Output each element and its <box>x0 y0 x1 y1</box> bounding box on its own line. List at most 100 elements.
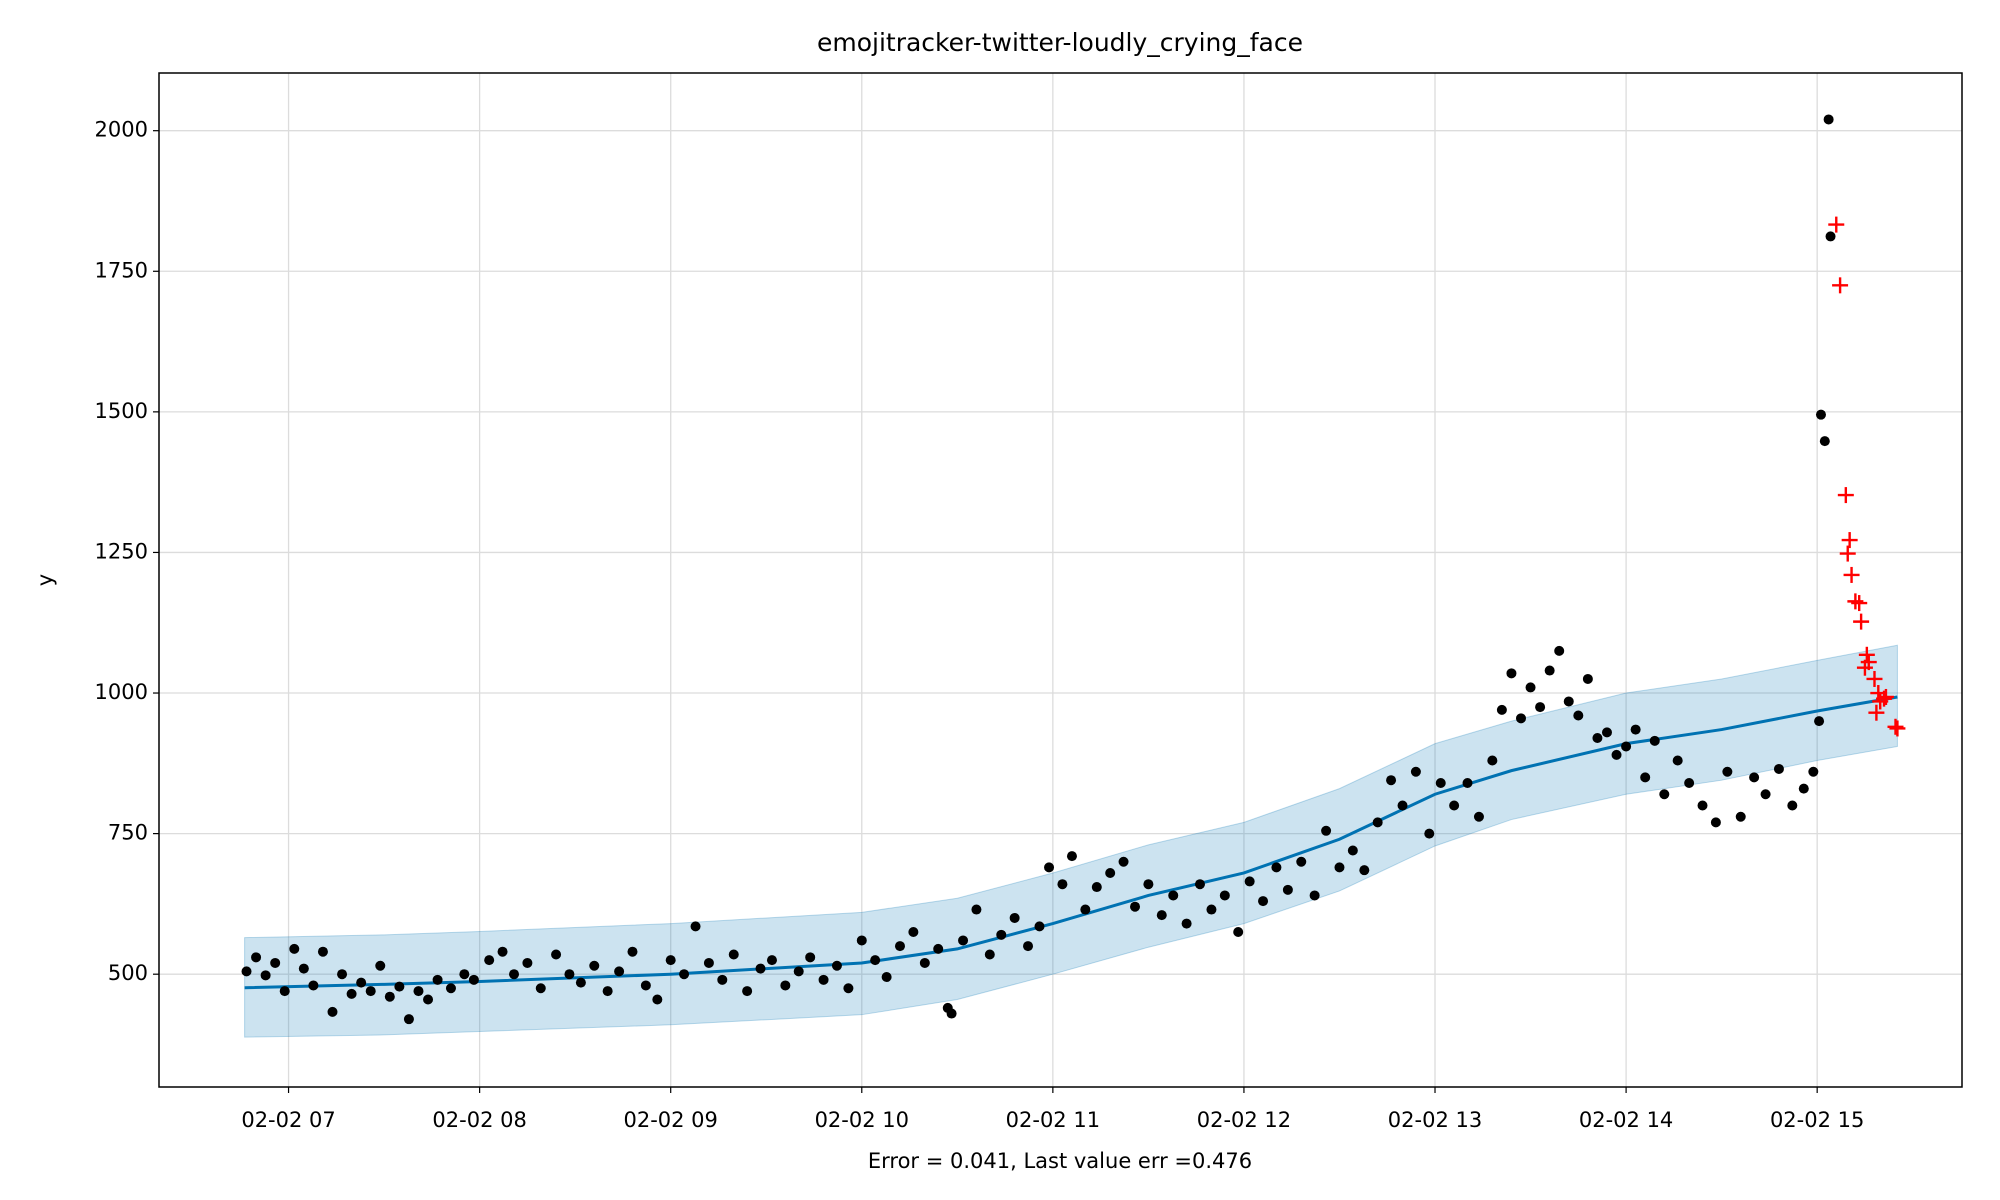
x-tick-label: 02-02 12 <box>1197 1108 1291 1132</box>
observed-point <box>1808 766 1819 777</box>
observed-point <box>780 980 791 991</box>
observed-point <box>1244 876 1255 887</box>
observed-point <box>327 1006 338 1017</box>
observed-point <box>394 981 405 992</box>
observed-point <box>1592 733 1603 744</box>
observed-point <box>717 974 728 985</box>
observed-point <box>881 972 892 983</box>
x-tick-label: 02-02 15 <box>1770 1108 1864 1132</box>
y-tick-label: 1500 <box>95 399 148 423</box>
x-tick-label: 02-02 09 <box>623 1108 717 1132</box>
observed-point <box>831 960 842 971</box>
observed-point <box>1233 927 1244 938</box>
observed-point <box>575 977 586 988</box>
observed-point <box>1181 918 1192 929</box>
x-tick-label: 02-02 13 <box>1388 1108 1482 1132</box>
observed-point <box>589 960 600 971</box>
observed-point <box>1601 727 1612 738</box>
observed-point <box>919 957 930 968</box>
observed-point <box>728 949 739 960</box>
observed-point <box>484 955 495 966</box>
test-point <box>1889 720 1906 737</box>
observed-point <box>1347 845 1358 856</box>
observed-point <box>1815 409 1826 420</box>
observed-point <box>1435 778 1446 789</box>
observed-point <box>1462 778 1473 789</box>
observed-point <box>1258 896 1269 907</box>
observed-point <box>365 986 376 997</box>
y-tick-label: 500 <box>108 961 148 985</box>
observed-point <box>1143 879 1154 890</box>
observed-point <box>1282 884 1293 895</box>
observed-point <box>1372 817 1383 828</box>
observed-point <box>403 1014 414 1025</box>
observed-point <box>946 1008 957 1019</box>
observed-point <box>1819 436 1830 447</box>
observed-point <box>1684 778 1695 789</box>
observed-point <box>1271 862 1282 873</box>
observed-point <box>1168 890 1179 901</box>
observed-point <box>1544 665 1555 676</box>
grid <box>159 73 1962 1087</box>
observed-point <box>793 966 804 977</box>
test-point <box>1868 704 1885 721</box>
observed-point <box>1672 755 1683 766</box>
plot-frame <box>158 72 1963 1088</box>
observed-point <box>1649 735 1660 746</box>
observed-point <box>614 966 625 977</box>
observed-point <box>1621 741 1632 752</box>
observed-point <box>1424 828 1435 839</box>
observed-point <box>1359 865 1370 876</box>
y-tick-label: 750 <box>108 821 148 845</box>
observed-point <box>459 969 470 980</box>
observed-point <box>1773 763 1784 774</box>
observed-point <box>1814 716 1825 727</box>
observed-point <box>1321 825 1332 836</box>
test-point <box>1856 659 1873 676</box>
test-point <box>1853 613 1870 630</box>
observed-point <box>1535 702 1546 713</box>
observed-point <box>1296 856 1307 867</box>
observed-point <box>317 946 328 957</box>
observed-point <box>1554 645 1565 656</box>
observed-point <box>241 966 252 977</box>
observed-point <box>298 963 309 974</box>
observed-point <box>1798 783 1809 794</box>
observed-point <box>1515 713 1526 724</box>
observed-point <box>522 957 533 968</box>
observed-point <box>1334 862 1345 873</box>
test-point <box>1843 566 1860 583</box>
observed-point <box>1473 811 1484 822</box>
observed-point <box>1825 231 1836 242</box>
observed-point <box>755 963 766 974</box>
observed-point <box>1749 772 1760 783</box>
observed-point <box>1386 775 1397 786</box>
observed-point <box>703 957 714 968</box>
observed-point <box>1630 724 1641 735</box>
observed-point <box>652 994 663 1005</box>
observed-point <box>1130 901 1141 912</box>
observed-point <box>742 986 753 997</box>
observed-point <box>1496 704 1507 715</box>
observed-point <box>384 991 395 1002</box>
observed-point <box>1823 114 1834 125</box>
observed-point <box>766 955 777 966</box>
x-tick-label: 02-02 10 <box>815 1108 909 1132</box>
test-point <box>1839 545 1856 562</box>
x-axis-label: Error = 0.041, Last value err =0.476 <box>868 1149 1252 1173</box>
observed-point <box>1066 851 1077 862</box>
observed-point <box>270 957 281 968</box>
observed-point <box>1009 912 1020 923</box>
observed-point <box>260 970 271 981</box>
observed-point <box>1760 789 1771 800</box>
observed-point <box>1525 682 1536 693</box>
test-point <box>1828 216 1845 233</box>
test-point <box>1832 277 1849 294</box>
observed-point <box>1034 921 1045 932</box>
observed-point <box>1091 882 1102 893</box>
observed-point <box>289 943 300 954</box>
x-tick-label: 02-02 14 <box>1579 1108 1673 1132</box>
observed-point <box>1735 811 1746 822</box>
observed-point <box>958 935 969 946</box>
